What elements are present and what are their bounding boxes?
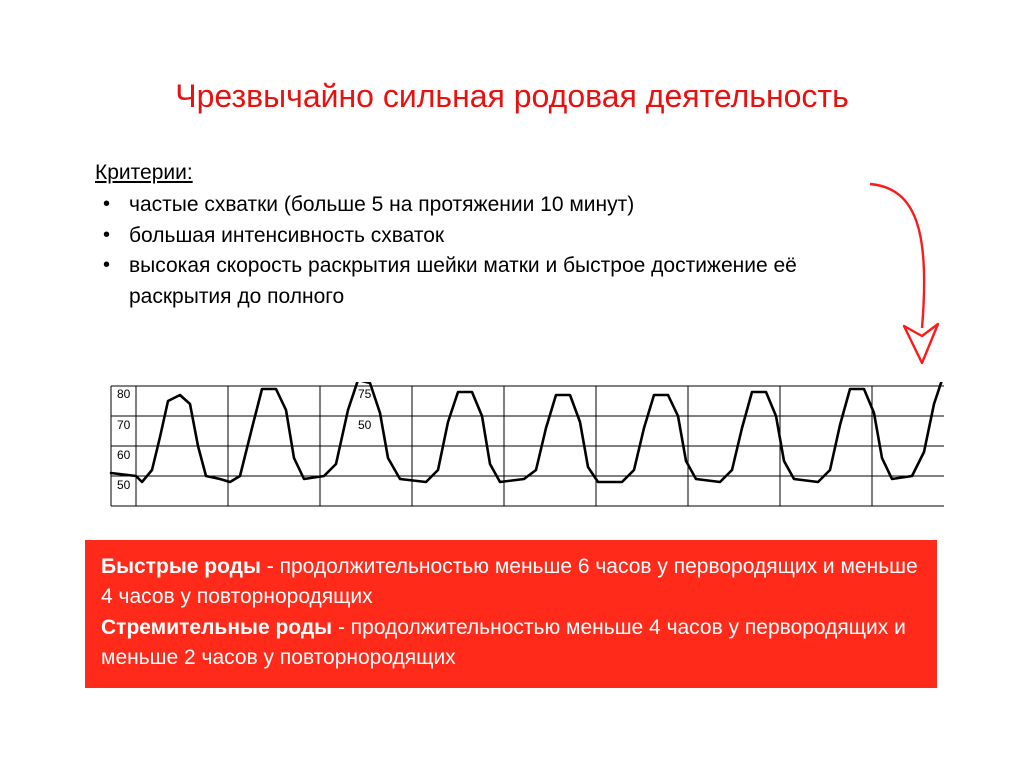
svg-text:80: 80 bbox=[117, 387, 131, 401]
term-bold: Быстрые роды bbox=[101, 555, 261, 578]
definition-line: Быстрые роды - продолжительностью меньше… bbox=[101, 552, 921, 613]
list-item: большая интенсивность схваток bbox=[95, 221, 835, 251]
svg-text:75: 75 bbox=[358, 387, 372, 401]
contraction-chart: 80 70 60 50 40 75 50 bbox=[80, 382, 944, 510]
svg-text:60: 60 bbox=[117, 448, 131, 462]
svg-text:70: 70 bbox=[117, 418, 131, 432]
svg-text:50: 50 bbox=[358, 418, 372, 432]
criteria-label: Критерии: bbox=[95, 158, 835, 188]
slide: Чрезвычайно сильная родовая деятельность… bbox=[0, 0, 1024, 767]
criteria-list: частые схватки (больше 5 на протяжении 1… bbox=[95, 190, 835, 312]
list-item: высокая скорость раскрытия шейки матки и… bbox=[95, 251, 835, 312]
body-text: Критерии: частые схватки (больше 5 на пр… bbox=[95, 158, 835, 312]
term-bold: Стремительные роды bbox=[101, 616, 332, 639]
svg-text:40: 40 bbox=[117, 508, 131, 510]
list-item: частые схватки (больше 5 на протяжении 1… bbox=[95, 190, 835, 220]
curved-arrow-icon bbox=[862, 178, 942, 368]
slide-title: Чрезвычайно сильная родовая деятельность bbox=[0, 78, 1024, 115]
definitions-box: Быстрые роды - продолжительностью меньше… bbox=[85, 540, 937, 688]
svg-text:50: 50 bbox=[117, 478, 131, 492]
definition-line: Стремительные роды - продолжительностью … bbox=[101, 613, 921, 674]
